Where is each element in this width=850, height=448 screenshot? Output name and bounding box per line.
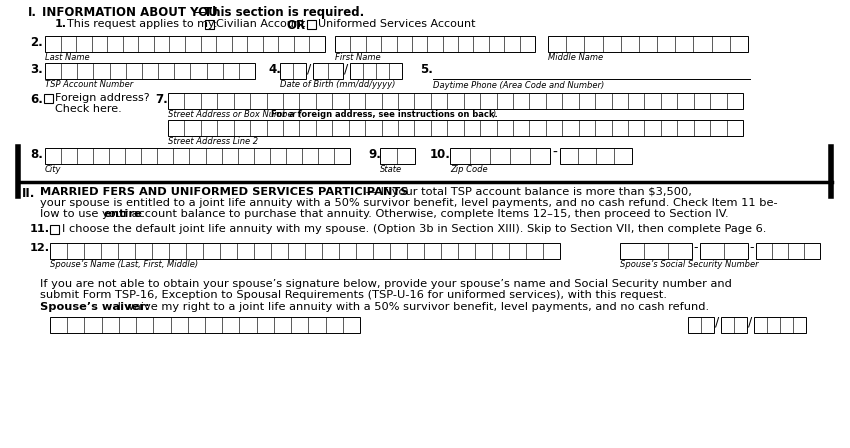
Text: 11.: 11. xyxy=(30,224,50,234)
Text: entire: entire xyxy=(104,209,143,219)
Text: If you are not able to obtain your spouse’s signature below, provide your spouse: If you are not able to obtain your spous… xyxy=(40,279,732,289)
Text: 7.: 7. xyxy=(155,93,167,106)
Bar xyxy=(50,243,560,259)
Text: Street Address Line 2: Street Address Line 2 xyxy=(168,137,258,146)
Bar xyxy=(350,63,402,79)
Text: Middle Name: Middle Name xyxy=(548,53,604,62)
Text: /: / xyxy=(307,63,311,76)
Text: -: - xyxy=(749,241,753,254)
Text: I waive my right to a joint life annuity with a 50% survivor benefit, level paym: I waive my right to a joint life annuity… xyxy=(114,302,709,312)
Text: /: / xyxy=(344,63,348,76)
Text: I choose the default joint life annuity with my spouse. (Option 3b in Section XI: I choose the default joint life annuity … xyxy=(62,224,767,234)
Text: OR: OR xyxy=(286,19,305,32)
Text: TSP Account Number: TSP Account Number xyxy=(45,80,133,89)
Text: /: / xyxy=(748,315,752,328)
Bar xyxy=(335,36,535,52)
Bar xyxy=(45,36,325,52)
Bar xyxy=(548,36,748,52)
Text: INFORMATION ABOUT YOU: INFORMATION ABOUT YOU xyxy=(42,6,218,19)
Text: State: State xyxy=(380,165,402,174)
Bar xyxy=(50,225,59,234)
Text: This section is required.: This section is required. xyxy=(204,6,365,19)
Text: ): ) xyxy=(493,110,496,119)
Text: Foreign address?: Foreign address? xyxy=(55,93,150,103)
Bar xyxy=(50,317,360,333)
Text: 12.: 12. xyxy=(30,243,50,253)
Bar xyxy=(380,148,415,164)
Text: Uniformed Services Account: Uniformed Services Account xyxy=(318,19,475,29)
Text: account balance to purchase that annuity. Otherwise, complete Items 12–15, then : account balance to purchase that annuity… xyxy=(128,209,728,219)
Text: II.: II. xyxy=(22,187,36,200)
Text: 4.: 4. xyxy=(268,63,280,76)
Text: your spouse is entitled to a joint life annuity with a 50% survivor benefit, lev: your spouse is entitled to a joint life … xyxy=(40,198,778,208)
Text: 8.: 8. xyxy=(30,148,42,161)
Text: 5.: 5. xyxy=(420,63,433,76)
Text: 10.: 10. xyxy=(430,148,451,161)
Bar xyxy=(756,243,820,259)
Text: —: — xyxy=(190,6,209,19)
Text: -: - xyxy=(552,146,557,160)
Text: 1.: 1. xyxy=(55,19,67,29)
Text: I.: I. xyxy=(28,6,37,19)
Text: Check here.: Check here. xyxy=(55,104,122,114)
Bar xyxy=(205,20,214,29)
Text: 9.: 9. xyxy=(368,148,381,161)
Text: Street Address or Box Number (: Street Address or Box Number ( xyxy=(168,110,302,119)
Bar xyxy=(168,93,743,109)
Text: Daytime Phone (Area Code and Number): Daytime Phone (Area Code and Number) xyxy=(433,81,604,90)
Bar xyxy=(45,63,255,79)
Text: Last Name: Last Name xyxy=(45,53,89,62)
Bar xyxy=(45,148,350,164)
Bar xyxy=(620,243,692,259)
Text: Date of Birth (mm/dd/yyyy): Date of Birth (mm/dd/yyyy) xyxy=(280,80,395,89)
Text: submit Form TSP-16, Exception to Spousal Requirements (TSP-U-16 for uniformed se: submit Form TSP-16, Exception to Spousal… xyxy=(40,290,667,300)
Text: 2.: 2. xyxy=(30,36,42,49)
Text: Spouse’s waiver:: Spouse’s waiver: xyxy=(40,302,150,312)
Text: This request applies to my:: This request applies to my: xyxy=(67,19,218,29)
Text: 6.: 6. xyxy=(30,93,42,106)
Bar xyxy=(313,63,343,79)
Text: For a foreign address, see instructions on back.: For a foreign address, see instructions … xyxy=(271,110,498,119)
Text: /: / xyxy=(715,315,719,328)
Bar xyxy=(280,63,306,79)
Text: Zip Code: Zip Code xyxy=(450,165,488,174)
Bar xyxy=(700,243,748,259)
Text: 3.: 3. xyxy=(30,63,42,76)
Text: Spouse’s Social Security Number: Spouse’s Social Security Number xyxy=(620,260,758,269)
Text: MARRIED FERS AND UNIFORMED SERVICES PARTICIPANTS: MARRIED FERS AND UNIFORMED SERVICES PART… xyxy=(40,187,409,197)
Bar xyxy=(560,148,632,164)
Bar xyxy=(307,20,316,29)
Bar xyxy=(450,148,550,164)
Text: — If your total TSP account balance is more than $3,500,: — If your total TSP account balance is m… xyxy=(362,187,692,197)
Text: Civilian Account: Civilian Account xyxy=(216,19,305,29)
Text: -: - xyxy=(693,241,698,254)
Text: low to use your: low to use your xyxy=(40,209,132,219)
Bar xyxy=(721,317,747,333)
Bar xyxy=(168,120,743,136)
Bar xyxy=(688,317,714,333)
Bar xyxy=(754,317,806,333)
Text: City: City xyxy=(45,165,61,174)
Text: First Name: First Name xyxy=(335,53,381,62)
Text: Spouse’s Name (Last, First, Middle): Spouse’s Name (Last, First, Middle) xyxy=(50,260,198,269)
Bar xyxy=(44,94,53,103)
